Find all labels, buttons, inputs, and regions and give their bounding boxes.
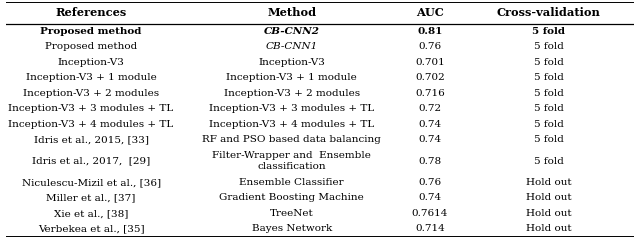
Text: TreeNet: TreeNet — [270, 209, 314, 218]
Text: Method: Method — [268, 7, 316, 18]
Text: Gradient Boosting Machine: Gradient Boosting Machine — [220, 193, 364, 202]
Text: 0.78: 0.78 — [418, 157, 442, 166]
Text: 0.76: 0.76 — [418, 178, 442, 187]
Text: 5 fold: 5 fold — [534, 73, 564, 82]
Text: Hold out: Hold out — [526, 224, 572, 233]
Text: Proposed method: Proposed method — [45, 42, 137, 51]
Text: 5 fold: 5 fold — [534, 120, 564, 129]
Text: 5 fold: 5 fold — [534, 58, 564, 67]
Text: 0.76: 0.76 — [418, 42, 442, 51]
Text: Inception-V3: Inception-V3 — [58, 58, 125, 67]
Text: Inception-V3 + 2 modules: Inception-V3 + 2 modules — [23, 89, 159, 98]
Text: AUC: AUC — [416, 7, 444, 18]
Text: Verbekea et al., [35]: Verbekea et al., [35] — [38, 224, 145, 233]
Text: 0.714: 0.714 — [415, 224, 445, 233]
Text: Inception-V3 + 4 modules + TL: Inception-V3 + 4 modules + TL — [8, 120, 173, 129]
Text: Xie et al., [38]: Xie et al., [38] — [54, 209, 128, 218]
Text: 0.72: 0.72 — [418, 104, 442, 113]
Text: 0.74: 0.74 — [418, 135, 442, 144]
Text: Inception-V3 + 3 modules + TL: Inception-V3 + 3 modules + TL — [8, 104, 173, 113]
Text: Hold out: Hold out — [526, 178, 572, 187]
Text: Inception-V3 + 4 modules + TL: Inception-V3 + 4 modules + TL — [209, 120, 374, 129]
Text: Hold out: Hold out — [526, 209, 572, 218]
Text: Proposed method: Proposed method — [40, 27, 141, 36]
Text: 5 fold: 5 fold — [534, 135, 564, 144]
Text: 5 fold: 5 fold — [534, 157, 564, 166]
Text: Inception-V3 + 2 modules: Inception-V3 + 2 modules — [224, 89, 360, 98]
Text: 5 fold: 5 fold — [534, 89, 564, 98]
Text: Miller et al., [37]: Miller et al., [37] — [46, 193, 136, 202]
Text: Inception-V3 + 3 modules + TL: Inception-V3 + 3 modules + TL — [209, 104, 374, 113]
Text: 0.716: 0.716 — [415, 89, 445, 98]
Text: CB-CNN2: CB-CNN2 — [264, 27, 320, 36]
Text: References: References — [56, 7, 127, 18]
Text: Inception-V3 + 1 module: Inception-V3 + 1 module — [227, 73, 357, 82]
Text: Idris et al., 2017,  [29]: Idris et al., 2017, [29] — [32, 157, 150, 166]
Text: RF and PSO based data balancing: RF and PSO based data balancing — [202, 135, 381, 144]
Text: Idris et al., 2015, [33]: Idris et al., 2015, [33] — [33, 135, 148, 144]
Text: 0.81: 0.81 — [417, 27, 442, 36]
Text: Inception-V3 + 1 module: Inception-V3 + 1 module — [26, 73, 156, 82]
Text: 0.7614: 0.7614 — [412, 209, 448, 218]
Text: Inception-V3: Inception-V3 — [259, 58, 325, 67]
Text: 0.74: 0.74 — [418, 120, 442, 129]
Text: 5 fold: 5 fold — [534, 104, 564, 113]
Text: Filter-Wrapper and  Ensemble
classification: Filter-Wrapper and Ensemble classificati… — [212, 151, 371, 171]
Text: 0.74: 0.74 — [418, 193, 442, 202]
Text: 0.702: 0.702 — [415, 73, 445, 82]
Text: Niculescu-Mizil et al., [36]: Niculescu-Mizil et al., [36] — [22, 178, 161, 187]
Text: 5 fold: 5 fold — [532, 27, 565, 36]
Text: Cross-validation: Cross-validation — [497, 7, 601, 18]
Text: 0.701: 0.701 — [415, 58, 445, 67]
Text: Ensemble Classifier: Ensemble Classifier — [239, 178, 344, 187]
Text: 5 fold: 5 fold — [534, 42, 564, 51]
Text: Bayes Network: Bayes Network — [252, 224, 332, 233]
Text: Hold out: Hold out — [526, 193, 572, 202]
Text: CB-CNN1: CB-CNN1 — [266, 42, 318, 51]
